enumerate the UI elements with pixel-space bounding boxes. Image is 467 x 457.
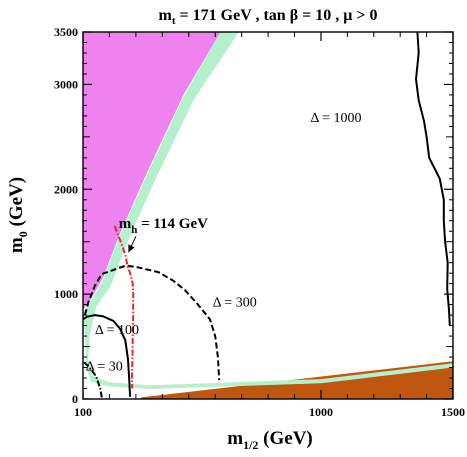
y-tick-label: 0 — [72, 392, 78, 406]
y-tick-label: 3000 — [54, 77, 78, 91]
axis-ticks: 0 1000 2000 3000 3500 100 1000 1500 — [54, 25, 465, 419]
contour-30-3 — [83, 361, 103, 399]
x-tick-label: 1500 — [441, 405, 465, 419]
curve-label-3: Δ = 30 — [86, 360, 123, 375]
y-tick-label: 3500 — [54, 25, 78, 39]
curve-label-1: Δ = 300 — [213, 296, 257, 311]
higgs-label-arrow — [128, 236, 137, 253]
green-band — [83, 32, 453, 389]
contour-curves — [83, 32, 451, 399]
y-axis-label: m0 (GeV) — [6, 177, 30, 253]
x-tick-label: 1000 — [309, 405, 333, 419]
curve-label-4: mh = 114 GeV — [119, 216, 208, 236]
y-tick-label: 2000 — [54, 182, 78, 196]
curve-label-0: Δ = 1000 — [310, 111, 361, 126]
contour-300-1 — [83, 264, 221, 381]
contour-100-2 — [83, 314, 132, 397]
shaded-regions — [83, 32, 453, 399]
curve-label-2: Δ = 100 — [95, 323, 139, 338]
y-tick-label: 1000 — [54, 287, 78, 301]
x-tick-label: 100 — [74, 405, 92, 419]
x-axis-label: m1/2 (GeV) — [227, 428, 313, 452]
contour-m-h-114-gev-4 — [113, 225, 135, 389]
arrow-head — [128, 244, 135, 253]
contour-labels: Δ = 1000 Δ = 300 Δ = 100 Δ = 30 mh = 114 GeV — [86, 111, 362, 375]
magenta-region — [83, 32, 221, 310]
contour-1000-0 — [415, 32, 451, 326]
chart-title: mt = 171 GeV , tan β = 10 , μ > 0 — [159, 7, 378, 27]
